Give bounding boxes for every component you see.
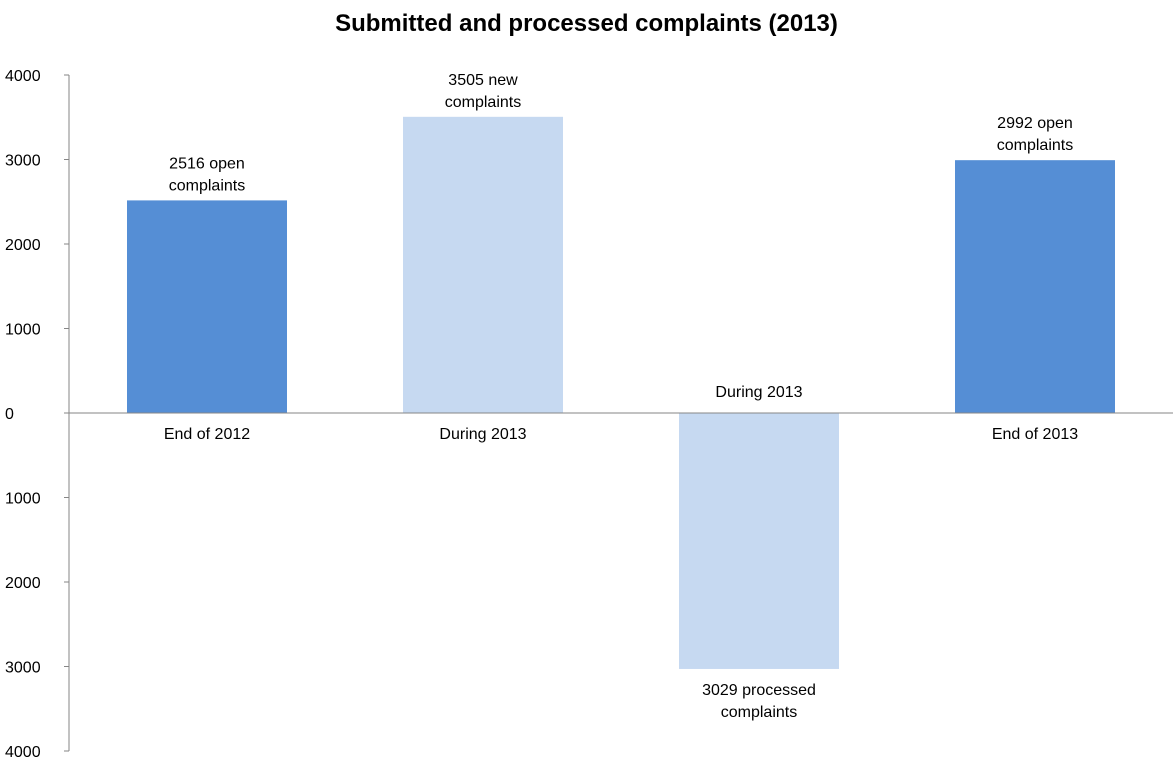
y-tick-label: 1000 — [5, 491, 41, 508]
chart-title: Submitted and processed complaints (2013… — [335, 10, 838, 37]
y-tick-label: 3000 — [5, 153, 41, 170]
data-label: complaints — [445, 94, 521, 111]
data-label: complaints — [721, 704, 797, 721]
data-label: 3029 processed — [702, 682, 816, 699]
y-tick-label: 2000 — [5, 575, 41, 592]
y-tick-label: 1000 — [5, 322, 41, 339]
bar — [679, 413, 839, 669]
y-tick-label: 0 — [5, 406, 14, 423]
bar — [403, 116, 563, 413]
y-tick-label: 4000 — [5, 744, 41, 758]
data-label: 2516 open — [169, 155, 245, 172]
data-label: complaints — [169, 177, 245, 194]
category-label: End of 2013 — [992, 426, 1078, 443]
category-label: During 2013 — [439, 426, 526, 443]
bar — [127, 200, 287, 413]
y-tick-label: 3000 — [5, 660, 41, 677]
data-label: 2992 open — [997, 115, 1073, 132]
data-label: 3505 new — [448, 72, 518, 89]
y-tick-label: 4000 — [5, 68, 41, 85]
category-label: During 2013 — [715, 384, 802, 401]
bar — [955, 160, 1115, 413]
y-tick-label: 2000 — [5, 237, 41, 254]
data-label: complaints — [997, 137, 1073, 154]
category-label: End of 2012 — [164, 426, 250, 443]
